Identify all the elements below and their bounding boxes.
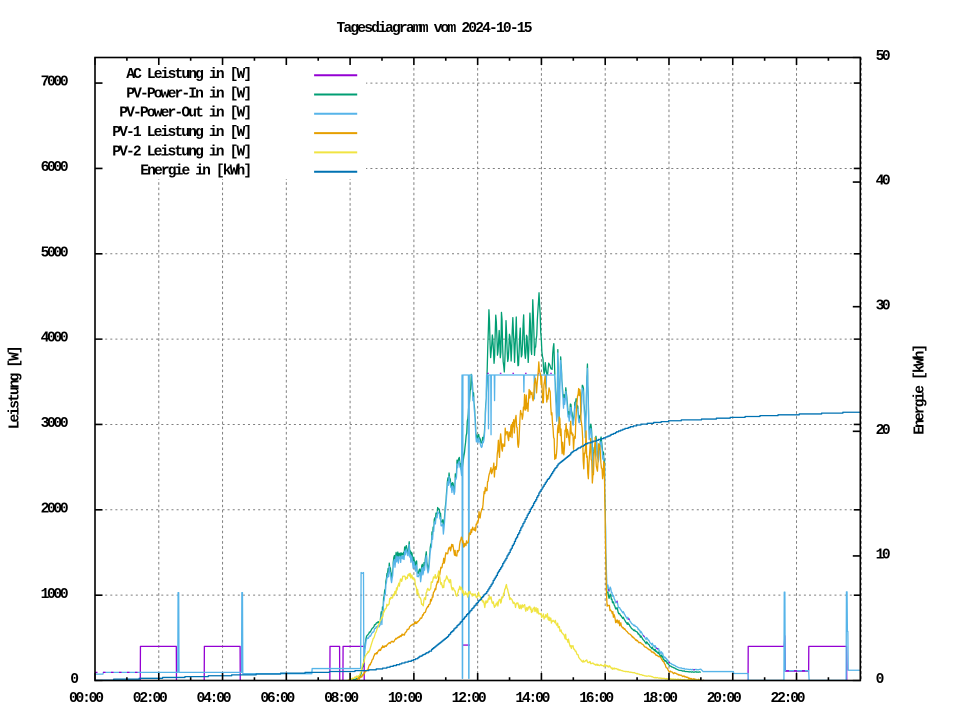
svg-text:14:00: 14:00 bbox=[515, 691, 550, 707]
svg-text:10:00: 10:00 bbox=[388, 691, 423, 707]
svg-text:40: 40 bbox=[876, 174, 891, 190]
svg-text:PV-2 Leistung in [W]: PV-2 Leistung in [W] bbox=[112, 144, 252, 160]
svg-text:PV-Power-In in [W]: PV-Power-In in [W] bbox=[126, 86, 252, 102]
svg-text:08:00: 08:00 bbox=[324, 691, 359, 707]
svg-text:1000: 1000 bbox=[41, 587, 69, 603]
svg-text:Leistung [W]: Leistung [W] bbox=[8, 345, 24, 429]
svg-text:20:00: 20:00 bbox=[707, 691, 742, 707]
svg-text:04:00: 04:00 bbox=[197, 691, 232, 707]
svg-text:00:00: 00:00 bbox=[69, 691, 104, 707]
svg-text:PV-Power-Out in [W]: PV-Power-Out in [W] bbox=[119, 106, 252, 122]
svg-text:18:00: 18:00 bbox=[643, 691, 678, 707]
svg-text:Energie in [kWh]: Energie in [kWh] bbox=[140, 164, 252, 180]
svg-text:30: 30 bbox=[876, 298, 891, 314]
svg-text:22:00: 22:00 bbox=[771, 691, 806, 707]
svg-text:5000: 5000 bbox=[41, 245, 69, 261]
svg-text:6000: 6000 bbox=[41, 160, 69, 176]
svg-text:12:00: 12:00 bbox=[452, 691, 487, 707]
svg-text:06:00: 06:00 bbox=[260, 691, 295, 707]
svg-text:2000: 2000 bbox=[41, 501, 69, 517]
svg-text:50: 50 bbox=[876, 49, 891, 65]
svg-text:20: 20 bbox=[876, 423, 891, 439]
svg-text:0: 0 bbox=[876, 672, 885, 688]
svg-text:4000: 4000 bbox=[41, 331, 69, 347]
svg-text:02:00: 02:00 bbox=[133, 691, 168, 707]
svg-text:AC Leistung in [W]: AC Leistung in [W] bbox=[126, 67, 252, 83]
svg-text:10: 10 bbox=[876, 548, 891, 564]
svg-text:PV-1 Leistung in [W]: PV-1 Leistung in [W] bbox=[112, 125, 252, 141]
svg-text:Energie [kWh]: Energie [kWh] bbox=[913, 344, 929, 435]
svg-text:0: 0 bbox=[70, 672, 79, 688]
svg-text:7000: 7000 bbox=[41, 75, 69, 91]
svg-text:16:00: 16:00 bbox=[579, 691, 614, 707]
svg-text:3000: 3000 bbox=[41, 416, 69, 432]
svg-text:Tagesdiagramm vom 2024-10-15: Tagesdiagramm vom 2024-10-15 bbox=[337, 21, 533, 37]
